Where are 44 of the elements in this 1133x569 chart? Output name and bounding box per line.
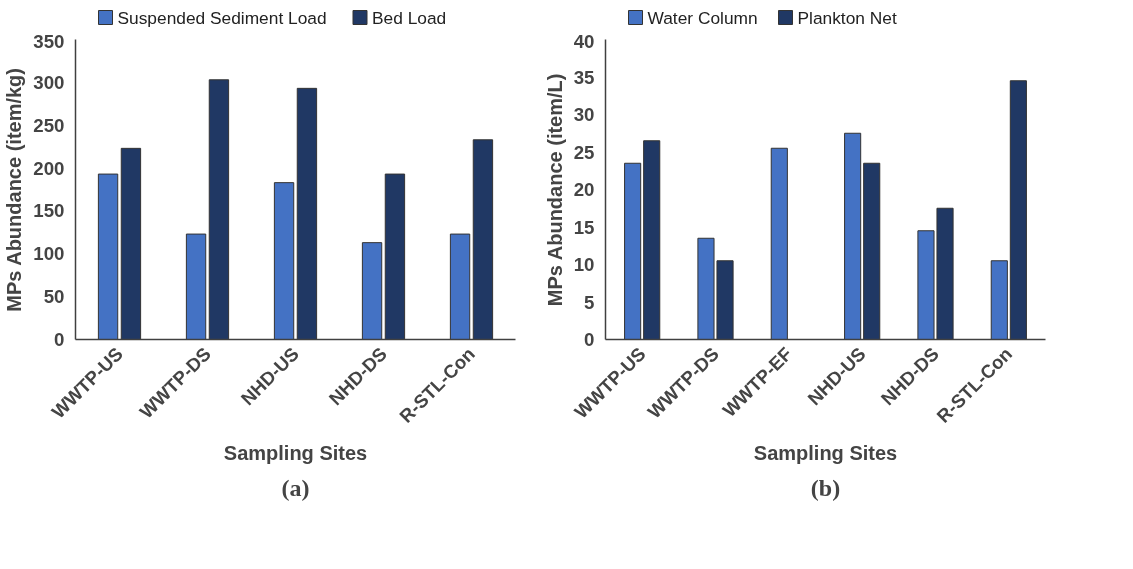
legend-label: Water Column [647,7,758,28]
y-tick-label: 10 [573,254,595,275]
bar [449,233,471,340]
y-tick-label: 200 [33,157,65,179]
legend-label: Plankton Net [797,7,897,28]
legend-label: Suspended Sediment Load [117,7,327,28]
y-tick-label: 300 [33,71,65,93]
y-tick-label: 0 [54,329,65,350]
bar [361,242,383,340]
y-tick-label: 150 [33,200,65,222]
legend-label: Bed Load [372,7,447,28]
bar [624,162,642,340]
y-tick-label: 50 [43,286,65,308]
y-tick-label: 0 [584,329,595,350]
bar [844,132,862,340]
y-tick-label: 5 [584,291,595,313]
bar [296,87,318,340]
bar [120,147,142,340]
bar [273,182,295,340]
y-tick-label: 15 [573,216,595,238]
bar [97,173,119,340]
bar [472,139,494,340]
bar [384,173,406,340]
x-axis-title: Sampling Sites [753,442,898,465]
y-tick-label: 350 [33,30,65,52]
y-tick-label: 250 [33,114,65,136]
y-tick-label: 20 [573,179,595,200]
bar [863,162,881,340]
y-axis-title: MPs Abundance (item/L) [543,73,566,307]
x-axis-title: Sampling Sites [223,442,368,465]
y-tick-label: 100 [33,243,65,265]
bar [208,79,230,340]
text: (b) [810,474,841,501]
y-tick-label: 35 [573,66,595,88]
y-tick-label: 25 [573,141,595,163]
bar [1009,80,1027,340]
text: (a) [281,474,310,501]
bar [643,140,661,340]
bar [990,260,1008,340]
bar [770,147,788,340]
y-tick-label: 30 [573,104,595,125]
bar [185,233,207,340]
y-axis-title: MPs Abundance (item/kg) [3,68,26,312]
y-tick-label: 40 [573,30,595,52]
